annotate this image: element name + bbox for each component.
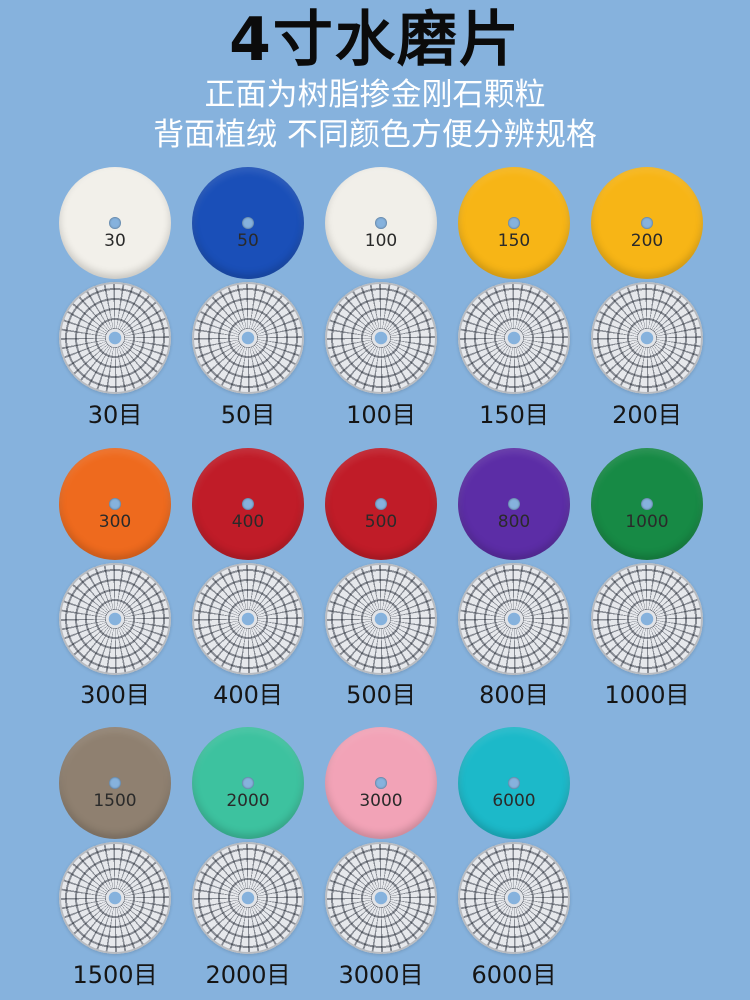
page-title: 4寸水磨片 — [229, 5, 521, 75]
felt-pad-number: 3000 — [359, 791, 403, 811]
diamond-pad-back — [591, 563, 703, 675]
center-hole — [242, 498, 254, 510]
diamond-pad-back — [325, 563, 437, 675]
center-hole — [109, 498, 121, 510]
grit-label: 3000目 — [338, 961, 424, 989]
center-hole — [641, 498, 653, 510]
diamond-pad-back — [192, 282, 304, 394]
diamond-pad-back — [192, 563, 304, 675]
grit-label: 6000目 — [471, 961, 557, 989]
center-hole — [242, 217, 254, 229]
felt-pad-number: 1500 — [93, 791, 137, 811]
center-hole — [375, 498, 387, 510]
felt-pad-front: 300 — [59, 448, 171, 560]
grit-label: 500目 — [346, 681, 416, 709]
center-hole — [508, 217, 520, 229]
center-hole — [375, 777, 387, 789]
felt-pad-number: 500 — [364, 512, 398, 532]
felt-pad-number: 100 — [364, 231, 398, 251]
diamond-pad-back — [59, 282, 171, 394]
grit-label: 1500目 — [72, 961, 158, 989]
felt-pad-front: 400 — [192, 448, 304, 560]
grit-label: 100目 — [346, 401, 416, 429]
felt-pad-front: 1500 — [59, 727, 171, 839]
felt-pad-front: 800 — [458, 448, 570, 560]
felt-pad-number: 30 — [104, 231, 126, 251]
grit-label: 200目 — [612, 401, 682, 429]
felt-pad-front: 200 — [591, 167, 703, 279]
felt-pad-front: 3000 — [325, 727, 437, 839]
felt-pad-number: 300 — [98, 512, 132, 532]
felt-pad-front: 30 — [59, 167, 171, 279]
diamond-pad-back — [458, 842, 570, 954]
felt-pad-number: 200 — [630, 231, 664, 251]
center-hole — [375, 217, 387, 229]
grit-label: 300目 — [80, 681, 150, 709]
diamond-pad-back — [458, 282, 570, 394]
grit-label: 2000目 — [205, 961, 291, 989]
center-hole — [641, 217, 653, 229]
felt-pad-number: 2000 — [226, 791, 270, 811]
center-hole — [109, 777, 121, 789]
center-hole — [242, 777, 254, 789]
subtitle-front-description: 正面为树脂掺金刚石颗粒 — [204, 77, 546, 113]
felt-pad-number: 800 — [497, 512, 531, 532]
grit-label: 800目 — [479, 681, 549, 709]
grit-label: 1000目 — [604, 681, 690, 709]
diamond-pad-back — [458, 563, 570, 675]
felt-pad-number: 1000 — [625, 512, 669, 532]
grit-label: 400目 — [213, 681, 283, 709]
center-hole — [109, 217, 121, 229]
center-hole — [508, 777, 520, 789]
diamond-pad-back — [59, 563, 171, 675]
subtitle-back-description: 背面植绒 不同颜色方便分辨规格 — [153, 117, 597, 153]
diamond-pad-back — [59, 842, 171, 954]
felt-pad-front: 50 — [192, 167, 304, 279]
center-hole — [508, 498, 520, 510]
felt-pad-number: 6000 — [492, 791, 536, 811]
felt-pad-number: 400 — [231, 512, 265, 532]
grit-label: 150目 — [479, 401, 549, 429]
grit-label: 30目 — [87, 401, 143, 429]
felt-pad-front: 500 — [325, 448, 437, 560]
felt-pad-front: 150 — [458, 167, 570, 279]
grit-label: 50目 — [220, 401, 276, 429]
felt-pad-front: 1000 — [591, 448, 703, 560]
diamond-pad-back — [325, 282, 437, 394]
felt-pad-front: 2000 — [192, 727, 304, 839]
diamond-pad-back — [591, 282, 703, 394]
felt-pad-number: 150 — [497, 231, 531, 251]
felt-pad-front: 6000 — [458, 727, 570, 839]
felt-pad-number: 50 — [237, 231, 259, 251]
diamond-pad-back — [325, 842, 437, 954]
diamond-pad-back — [192, 842, 304, 954]
felt-pad-front: 100 — [325, 167, 437, 279]
